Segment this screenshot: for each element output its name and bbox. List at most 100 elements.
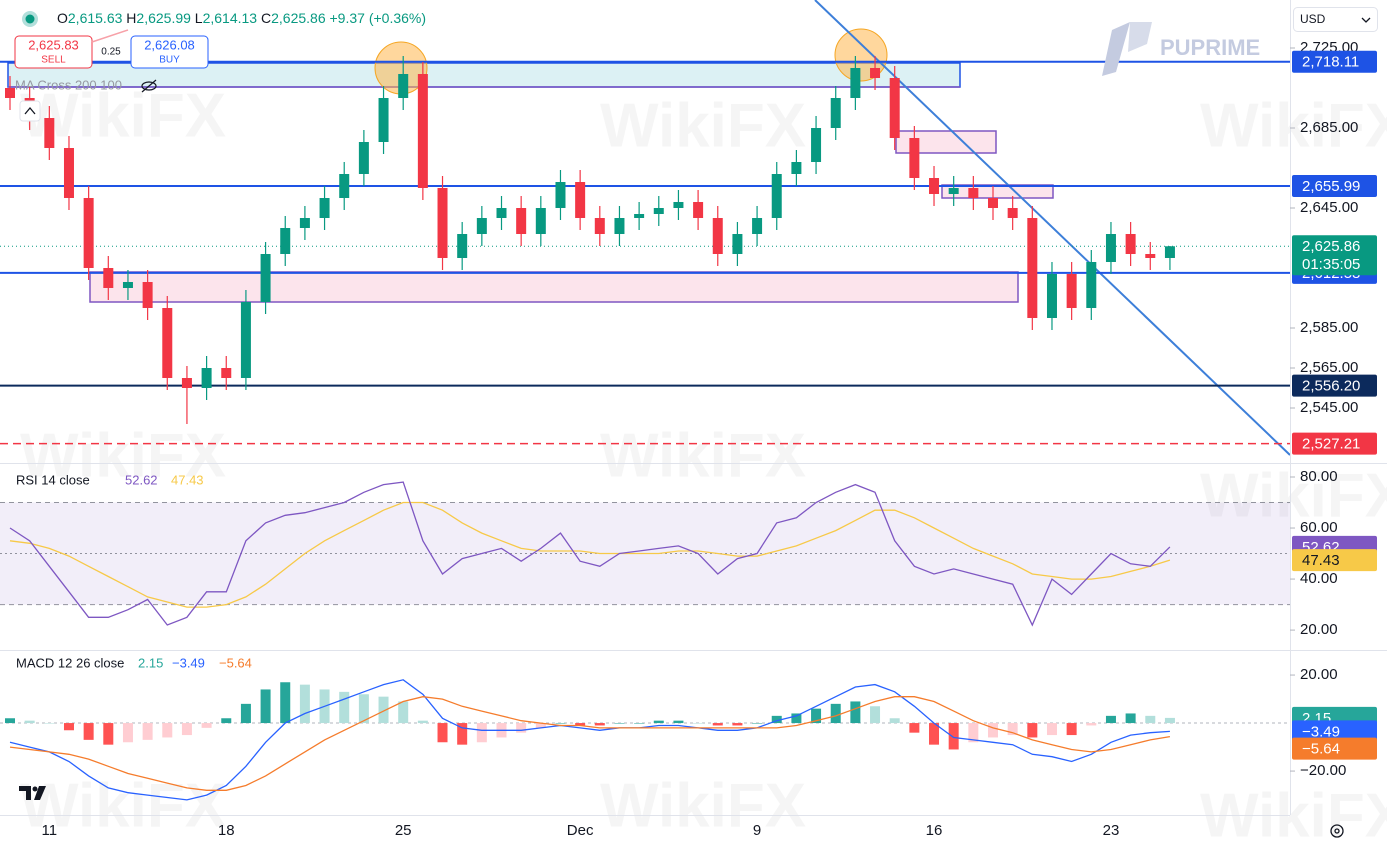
ohlc-value: 2,614.13 xyxy=(203,10,258,26)
histogram-bar xyxy=(1046,723,1057,736)
tv-logo xyxy=(19,786,46,800)
histogram-bar xyxy=(1105,715,1116,724)
histogram-bar xyxy=(457,723,468,745)
demand-zone xyxy=(89,271,1019,303)
candle-body xyxy=(909,138,920,178)
macd-line xyxy=(9,696,1171,791)
histogram-bar xyxy=(1164,717,1175,724)
currency[interactable]: USD xyxy=(1300,12,1326,26)
histogram-bar xyxy=(968,723,979,743)
candle-body xyxy=(339,174,350,198)
candle-body xyxy=(1105,234,1116,262)
countdown: 01:35:05 xyxy=(1302,256,1360,273)
watermark: WikiFX xyxy=(20,81,226,150)
collapse-icon[interactable] xyxy=(24,106,36,115)
candle-body xyxy=(103,268,114,288)
histogram-bar xyxy=(240,703,251,724)
candle-body xyxy=(594,218,605,234)
histogram-bar xyxy=(889,718,900,724)
y-tick-label: 2,685.00 xyxy=(1300,119,1358,136)
histogram-bar xyxy=(516,723,527,733)
watermark: WikiFX xyxy=(600,771,806,840)
histogram-bar xyxy=(181,723,192,736)
histogram-bar xyxy=(299,684,310,724)
histogram-bar xyxy=(555,723,566,724)
histogram-bar xyxy=(1086,723,1097,726)
histogram-bar xyxy=(260,689,271,724)
settings-icon[interactable] xyxy=(1330,824,1344,838)
candle-body xyxy=(457,234,468,258)
eye-icon[interactable] xyxy=(141,81,157,91)
histogram-bar xyxy=(162,723,173,738)
candle-body xyxy=(181,378,192,388)
eye-icon[interactable] xyxy=(141,79,157,93)
watermark: WikiFX xyxy=(20,421,226,490)
histogram-bar xyxy=(653,720,664,724)
histogram-bar xyxy=(791,713,802,724)
x-tick-label: 25 xyxy=(395,822,412,839)
legend-value: 47.43 xyxy=(171,472,204,487)
histogram-bar xyxy=(575,723,586,726)
legend-value: 2.15 xyxy=(138,655,163,670)
candle-body xyxy=(653,208,664,214)
histogram-bar xyxy=(909,723,920,733)
axis-tags: 2,725.002,685.002,645.002,585.002,565.00… xyxy=(16,39,1377,839)
ohlc: O2,615.63 H2,625.99 L2,614.13 C2,625.86 … xyxy=(57,10,426,26)
rsi-line xyxy=(9,501,1171,608)
price-line-label: 2,655.99 xyxy=(1302,178,1360,195)
eye-icon[interactable] xyxy=(141,79,157,93)
last-price-label: 2,625.86 xyxy=(1302,238,1360,255)
buy-label[interactable]: BUY xyxy=(159,55,180,66)
watermark: WikiFX xyxy=(600,421,806,490)
macd-line xyxy=(9,679,1170,801)
candle-body xyxy=(1027,218,1038,318)
legend-value: −5.64 xyxy=(219,655,252,670)
dropdown-icon[interactable] xyxy=(1361,17,1371,23)
brand-name: PUPRIME xyxy=(1160,35,1260,60)
ohlc-key: C xyxy=(261,10,271,26)
currency-box[interactable] xyxy=(1293,7,1378,32)
buy-box[interactable] xyxy=(130,35,209,69)
y-tick-label: 20.00 xyxy=(1300,666,1338,683)
watermark: WikiFX xyxy=(1200,91,1387,160)
candle-body xyxy=(5,88,15,98)
candle-body xyxy=(319,198,330,218)
candle-body xyxy=(614,218,625,234)
candle-body xyxy=(476,218,487,234)
currency-select[interactable]: USD xyxy=(1293,7,1378,32)
sell-box[interactable] xyxy=(14,35,93,69)
sell-label[interactable]: SELL xyxy=(41,55,66,66)
rsi-line xyxy=(9,481,1171,627)
tv-logo xyxy=(34,786,46,800)
candle-body xyxy=(1066,274,1077,308)
histogram-bar xyxy=(929,723,940,745)
histogram-bar xyxy=(378,696,389,724)
status-dot xyxy=(25,14,35,24)
y-tick-label: 2,545.00 xyxy=(1300,399,1358,416)
settings-button[interactable] xyxy=(1330,824,1344,838)
y-tick-label: 2,645.00 xyxy=(1300,199,1358,216)
buy-price[interactable]: 2,626.08 xyxy=(144,37,195,52)
candle-body xyxy=(535,208,546,234)
candle-body xyxy=(496,208,507,218)
candle-body xyxy=(142,282,153,308)
y-tick-label: −20.00 xyxy=(1300,762,1346,779)
candle-body xyxy=(63,148,74,198)
candle-body xyxy=(240,302,251,378)
histogram-bar xyxy=(752,723,763,724)
settings-icon[interactable] xyxy=(1334,828,1340,834)
buy-button[interactable]: 2,626.08 BUY xyxy=(130,35,209,69)
candle-body xyxy=(260,254,271,302)
histogram-bar xyxy=(63,723,74,731)
value-tag: −5.64 xyxy=(1302,741,1340,758)
candle-body xyxy=(201,368,212,388)
sell-price[interactable]: 2,625.83 xyxy=(28,37,79,52)
price-line-label: 2,527.21 xyxy=(1302,436,1360,453)
histogram-bar xyxy=(1125,713,1136,724)
histogram-bar xyxy=(398,701,409,724)
candle-body xyxy=(358,142,369,174)
collapse-button[interactable] xyxy=(19,100,41,122)
x-tick-label: 23 xyxy=(1103,822,1120,839)
sell-button[interactable]: 2,625.83 SELL xyxy=(14,35,93,69)
histogram-bar xyxy=(201,723,212,728)
